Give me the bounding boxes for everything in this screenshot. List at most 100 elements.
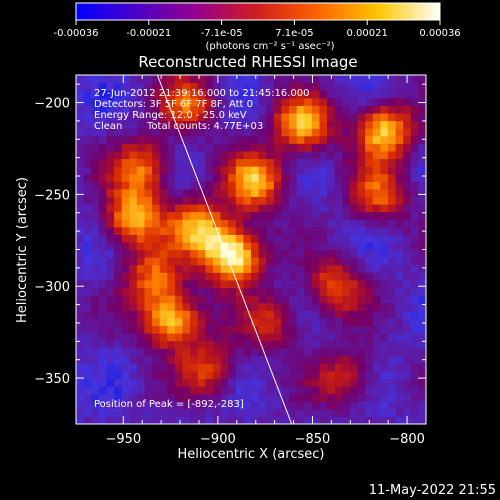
heatmap-cell bbox=[357, 128, 366, 137]
heatmap-cell bbox=[319, 401, 328, 410]
heatmap-cell bbox=[129, 226, 138, 235]
heatmap-cell bbox=[235, 166, 244, 175]
heatmap-cell bbox=[205, 226, 214, 235]
heatmap-cell bbox=[220, 401, 229, 410]
heatmap-cell bbox=[365, 112, 374, 122]
heatmap-cell bbox=[410, 272, 419, 281]
heatmap-cell bbox=[190, 112, 199, 122]
annotation-counts: Total counts: 4.77E+03 bbox=[146, 121, 263, 132]
heatmap-cell bbox=[91, 386, 100, 395]
heatmap-cell bbox=[121, 416, 130, 424]
heatmap-cell bbox=[152, 416, 161, 424]
heatmap-cell bbox=[152, 370, 161, 380]
heatmap-cell bbox=[83, 386, 92, 395]
heatmap-cell bbox=[197, 150, 206, 160]
colorbar-gradient bbox=[75, 2, 441, 21]
heatmap-cell bbox=[296, 82, 305, 91]
heatmap-cell bbox=[357, 120, 366, 129]
heatmap-cell bbox=[144, 317, 153, 326]
heatmap-cell bbox=[182, 166, 191, 175]
heatmap-cell bbox=[228, 120, 237, 129]
heatmap-cell bbox=[251, 272, 260, 281]
heatmap-cell bbox=[235, 317, 244, 326]
heatmap-cell bbox=[144, 226, 153, 235]
heatmap-cell bbox=[197, 370, 206, 380]
heatmap-cell bbox=[174, 310, 184, 319]
heatmap-cell bbox=[273, 241, 283, 251]
heatmap-cell bbox=[372, 173, 381, 182]
heatmap-cell bbox=[273, 317, 283, 326]
heatmap-cell bbox=[235, 332, 244, 342]
heatmap-cell bbox=[197, 348, 206, 357]
heatmap-cell bbox=[342, 249, 351, 258]
heatmap-cell bbox=[327, 166, 336, 175]
heatmap-cell bbox=[251, 120, 260, 129]
heatmap-cell bbox=[273, 393, 283, 402]
heatmap-cell bbox=[380, 112, 389, 122]
heatmap-cell bbox=[342, 310, 351, 319]
heatmap-cell bbox=[281, 355, 290, 364]
heatmap-cell bbox=[342, 173, 351, 182]
heatmap-cell bbox=[76, 332, 85, 342]
heatmap-cell bbox=[167, 386, 176, 395]
heatmap-cell bbox=[76, 393, 85, 402]
heatmap-cell bbox=[220, 241, 229, 251]
heatmap-cell bbox=[342, 112, 351, 122]
heatmap-cell bbox=[182, 279, 191, 289]
heatmap-cell bbox=[273, 120, 283, 129]
heatmap-cell bbox=[106, 105, 115, 114]
heatmap-cell bbox=[76, 257, 85, 266]
heatmap-cell bbox=[190, 75, 199, 84]
heatmap-cell bbox=[349, 355, 359, 364]
heatmap-cell bbox=[190, 370, 199, 380]
heatmap-cell bbox=[311, 401, 321, 410]
heatmap-cell bbox=[182, 348, 191, 357]
heatmap-cell bbox=[380, 97, 389, 106]
heatmap-cell bbox=[76, 416, 85, 424]
heatmap-cell bbox=[258, 82, 267, 91]
heatmap-cell bbox=[410, 173, 419, 182]
heatmap-cell bbox=[410, 348, 419, 357]
heatmap-cell bbox=[403, 348, 412, 357]
heatmap-cell bbox=[83, 135, 92, 144]
heatmap-cell bbox=[258, 317, 267, 326]
heatmap-cell bbox=[349, 325, 359, 334]
heatmap-cell bbox=[136, 416, 146, 424]
heatmap-cell bbox=[152, 211, 161, 220]
heatmap-cell bbox=[167, 75, 176, 84]
heatmap-cell bbox=[83, 241, 92, 251]
heatmap-cell bbox=[76, 120, 85, 129]
heatmap-cell bbox=[342, 150, 351, 160]
heatmap-cell bbox=[387, 158, 397, 167]
heatmap-cell bbox=[190, 272, 199, 281]
heatmap-cell bbox=[281, 249, 290, 258]
heatmap-cell bbox=[403, 393, 412, 402]
heatmap-cell bbox=[334, 370, 343, 380]
heatmap-cell bbox=[152, 135, 161, 144]
heatmap-cell bbox=[243, 325, 252, 334]
heatmap-cell bbox=[251, 408, 260, 418]
heatmap-cell bbox=[418, 295, 426, 304]
heatmap-cell bbox=[144, 158, 153, 167]
heatmap-cell bbox=[212, 310, 222, 319]
heatmap-cell bbox=[205, 219, 214, 228]
heatmap-cell bbox=[251, 219, 260, 228]
heatmap-cell bbox=[395, 196, 404, 205]
heatmap-cell bbox=[167, 264, 176, 273]
heatmap-cell bbox=[121, 143, 130, 152]
heatmap-cell bbox=[205, 173, 214, 182]
heatmap-cell bbox=[319, 120, 328, 129]
heatmap-cell bbox=[212, 196, 222, 205]
heatmap-cell bbox=[152, 272, 161, 281]
heatmap-cell bbox=[327, 82, 336, 91]
heatmap-cell bbox=[349, 203, 359, 213]
heatmap-cell bbox=[197, 363, 206, 372]
heatmap-cell bbox=[114, 97, 123, 106]
heatmap-cell bbox=[372, 257, 381, 266]
heatmap-cell bbox=[159, 173, 168, 182]
heatmap-cell bbox=[258, 143, 267, 152]
heatmap-cell bbox=[311, 386, 321, 395]
heatmap-cell bbox=[106, 264, 115, 273]
heatmap-cell bbox=[349, 332, 359, 342]
heatmap-cell bbox=[235, 310, 244, 319]
